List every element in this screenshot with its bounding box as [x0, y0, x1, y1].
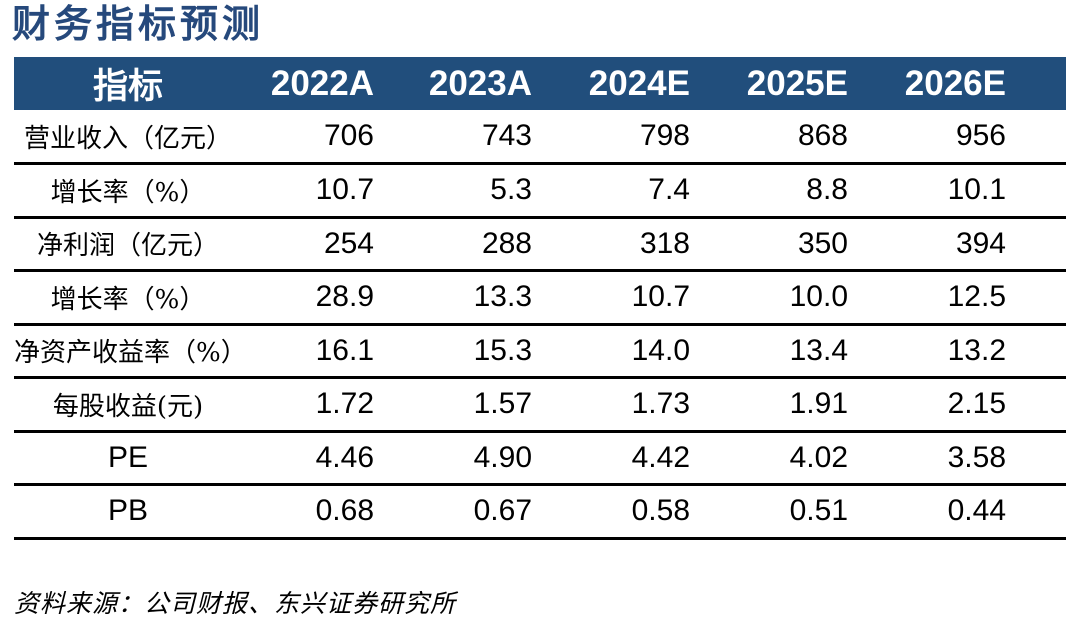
- table-row: 净资产收益率（%） 16.1 15.3 14.0 13.4 13.2: [14, 324, 1066, 379]
- value-cell: 15.3: [400, 324, 558, 379]
- value-cell: 4.46: [242, 431, 400, 486]
- row-label: PE: [14, 431, 242, 486]
- value-cell: 394: [874, 217, 1066, 272]
- value-cell: 10.1: [874, 163, 1066, 219]
- row-label: PB: [14, 484, 242, 540]
- row-label: 增长率（%）: [14, 270, 242, 326]
- value-cell: 288: [400, 217, 558, 272]
- table-row: PB 0.68 0.67 0.58 0.51 0.44: [14, 484, 1066, 540]
- value-cell: 10.0: [716, 270, 874, 326]
- row-label: 增长率（%）: [14, 163, 242, 219]
- value-cell: 743: [400, 110, 558, 165]
- source-note: 资料来源：公司财报、东兴证券研究所: [14, 589, 457, 618]
- value-cell: 13.4: [716, 324, 874, 379]
- value-cell: 8.8: [716, 163, 874, 219]
- financial-forecast-table: 指标 2022A 2023A 2024E 2025E 2026E 营业收入（亿元…: [14, 57, 1066, 540]
- column-header-2026e: 2026E: [874, 57, 1066, 110]
- value-cell: 1.57: [400, 377, 558, 433]
- value-cell: 956: [874, 110, 1066, 165]
- value-cell: 16.1: [242, 324, 400, 379]
- value-cell: 3.58: [874, 431, 1066, 486]
- table-row: 每股收益(元) 1.72 1.57 1.73 1.91 2.15: [14, 377, 1066, 433]
- page-title: 财务指标预测: [12, 4, 265, 46]
- value-cell: 4.02: [716, 431, 874, 486]
- value-cell: 2.15: [874, 377, 1066, 433]
- column-header-2025e: 2025E: [716, 57, 874, 110]
- row-label: 净资产收益率（%）: [14, 324, 247, 379]
- column-header-2024e: 2024E: [558, 57, 716, 110]
- table-row: 营业收入（亿元） 706 743 798 868 956: [14, 110, 1066, 165]
- value-cell: 1.72: [242, 377, 400, 433]
- value-cell: 254: [242, 217, 400, 272]
- value-cell: 0.68: [242, 484, 400, 540]
- column-header-indicator: 指标: [14, 57, 242, 110]
- value-cell: 798: [558, 110, 716, 165]
- table-row: 增长率（%） 28.9 13.3 10.7 10.0 12.5: [14, 270, 1066, 326]
- table-header-row: 指标 2022A 2023A 2024E 2025E 2026E: [14, 57, 1066, 110]
- value-cell: 1.91: [716, 377, 874, 433]
- value-cell: 5.3: [400, 163, 558, 219]
- row-label: 净利润（亿元）: [14, 217, 242, 272]
- value-cell: 0.67: [400, 484, 558, 540]
- value-cell: 4.42: [558, 431, 716, 486]
- value-cell: 0.44: [874, 484, 1066, 540]
- table-row: 增长率（%） 10.7 5.3 7.4 8.8 10.1: [14, 163, 1066, 219]
- value-cell: 10.7: [558, 270, 716, 326]
- value-cell: 0.51: [716, 484, 874, 540]
- value-cell: 28.9: [242, 270, 400, 326]
- row-label: 营业收入（亿元）: [14, 110, 242, 165]
- value-cell: 14.0: [558, 324, 716, 379]
- value-cell: 318: [558, 217, 716, 272]
- column-header-2022a: 2022A: [242, 57, 400, 110]
- table-body: 营业收入（亿元） 706 743 798 868 956 增长率（%） 10.7…: [14, 110, 1066, 540]
- value-cell: 0.58: [558, 484, 716, 540]
- value-cell: 4.90: [400, 431, 558, 486]
- row-label: 每股收益(元): [14, 377, 242, 433]
- value-cell: 13.2: [874, 324, 1066, 379]
- value-cell: 10.7: [242, 163, 400, 219]
- value-cell: 868: [716, 110, 874, 165]
- table-row: 净利润（亿元） 254 288 318 350 394: [14, 217, 1066, 272]
- value-cell: 350: [716, 217, 874, 272]
- value-cell: 706: [242, 110, 400, 165]
- value-cell: 1.73: [558, 377, 716, 433]
- table-row: PE 4.46 4.90 4.42 4.02 3.58: [14, 431, 1066, 486]
- column-header-2023a: 2023A: [400, 57, 558, 110]
- value-cell: 12.5: [874, 270, 1066, 326]
- value-cell: 7.4: [558, 163, 716, 219]
- value-cell: 13.3: [400, 270, 558, 326]
